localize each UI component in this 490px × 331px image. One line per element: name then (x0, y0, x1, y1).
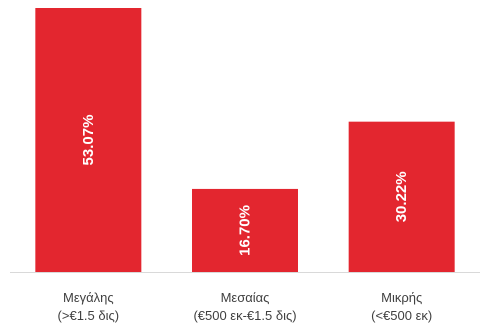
bars-group (35, 8, 455, 273)
data-label: 30.22% (393, 171, 410, 222)
category-label: Μικρής (381, 290, 422, 305)
bar (192, 188, 298, 272)
category-label: Μεσαίας (221, 290, 270, 305)
category-label: (€500 εκ-€1.5 δις) (193, 308, 296, 323)
bar (348, 121, 455, 273)
data-label: 16.70% (237, 205, 254, 256)
data-label: 53.07% (80, 115, 97, 166)
category-label: (>€1.5 δις) (58, 308, 120, 323)
bar (35, 8, 142, 272)
category-label: Μεγάλης (63, 290, 114, 305)
data-labels-group: 53.07% 16.70% 30.22% (80, 115, 410, 256)
category-labels-group: Μεγάλης (>€1.5 δις) Μεσαίας (€500 εκ-€1.5 δ… (58, 290, 433, 323)
category-label: (<€500 εκ) (371, 308, 432, 323)
